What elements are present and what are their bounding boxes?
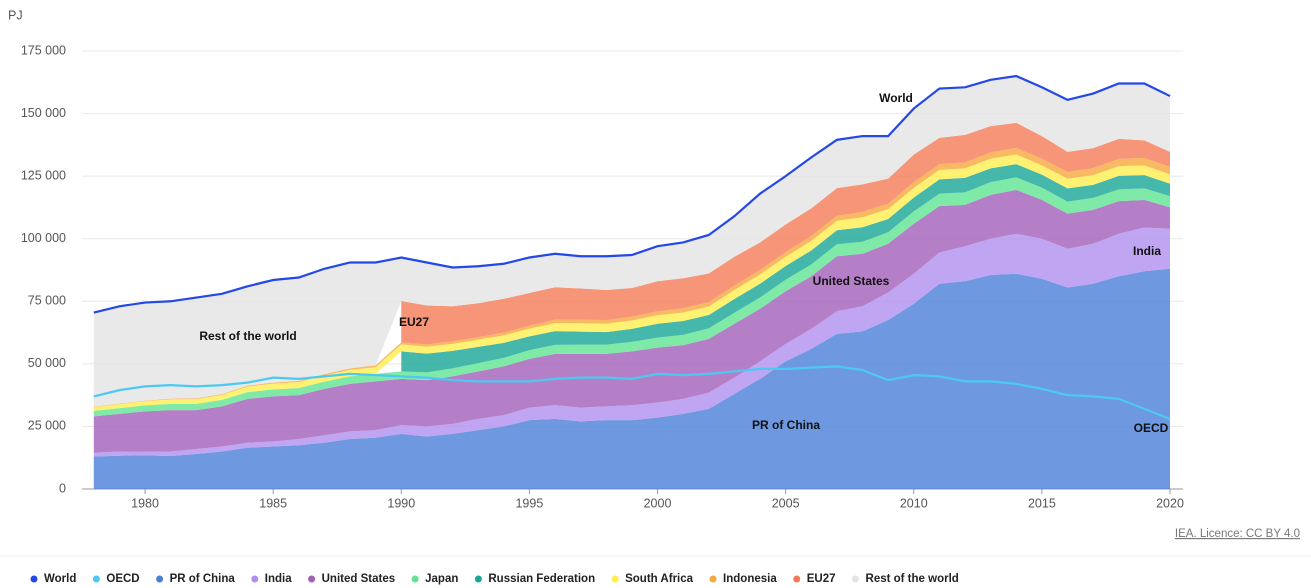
- y-tick-label: 175 000: [21, 43, 66, 57]
- y-tick-label: 0: [59, 481, 66, 495]
- legend-label: OECD: [106, 573, 139, 585]
- legend-marker: [251, 575, 259, 583]
- source-link[interactable]: IEA. Licence: CC BY 4.0: [1175, 528, 1300, 540]
- annotation: OECD: [1134, 421, 1169, 435]
- legend-marker: [474, 575, 482, 583]
- x-tick-label: 1985: [259, 496, 287, 510]
- legend-marker: [852, 575, 860, 583]
- x-tick-label: 2015: [1028, 496, 1056, 510]
- annotation: United States: [813, 274, 890, 288]
- legend-label: India: [265, 573, 292, 585]
- legend-label: South Africa: [625, 573, 694, 585]
- legend-marker: [92, 575, 100, 583]
- area: [93, 227, 1170, 457]
- legend-label: EU27: [807, 573, 836, 585]
- legend-label: United States: [322, 573, 396, 585]
- line: [93, 365, 1171, 420]
- area: [401, 164, 1170, 373]
- legend-marker: [30, 575, 38, 583]
- legend-marker: [156, 575, 164, 583]
- annotation: EU27: [399, 315, 429, 329]
- legend-marker: [709, 575, 717, 583]
- area: [93, 154, 1170, 411]
- area: [93, 147, 1170, 408]
- annotation: Rest of the world: [199, 329, 296, 343]
- area: [93, 268, 1170, 489]
- y-tick-label: 50 000: [28, 356, 66, 370]
- area: [93, 76, 1170, 407]
- legend-marker: [611, 575, 619, 583]
- legend-marker: [308, 575, 316, 583]
- line: [93, 74, 1171, 314]
- y-tick-label: 100 000: [21, 231, 66, 245]
- legend-marker: [793, 575, 801, 583]
- x-tick-label: 2005: [772, 496, 800, 510]
- legend-label: Rest of the world: [866, 573, 959, 585]
- legend-label: Indonesia: [723, 573, 777, 585]
- annotation: PR of China: [752, 418, 820, 432]
- y-tick-label: 25 000: [28, 419, 66, 433]
- area: [93, 177, 1170, 417]
- x-tick-label: 1980: [131, 496, 159, 510]
- x-tick-label: 2000: [644, 496, 672, 510]
- x-tick-label: 1995: [515, 496, 543, 510]
- x-tick-label: 2020: [1156, 496, 1184, 510]
- legend-marker: [411, 575, 419, 583]
- y-tick-label: 150 000: [21, 106, 66, 120]
- x-tick-label: 2010: [900, 496, 928, 510]
- y-tick-label: 125 000: [21, 168, 66, 182]
- legend-label: Russian Federation: [488, 573, 595, 585]
- legend-label: Japan: [425, 573, 458, 585]
- y-tick-label: 75 000: [28, 294, 66, 308]
- x-tick-label: 1990: [387, 496, 415, 510]
- area: [93, 189, 1170, 453]
- area: [401, 122, 1170, 345]
- annotation: World: [879, 91, 913, 105]
- legend-label: PR of China: [170, 573, 236, 585]
- annotation: India: [1133, 244, 1161, 258]
- legend-label: World: [44, 573, 76, 585]
- y-unit: PJ: [8, 8, 23, 22]
